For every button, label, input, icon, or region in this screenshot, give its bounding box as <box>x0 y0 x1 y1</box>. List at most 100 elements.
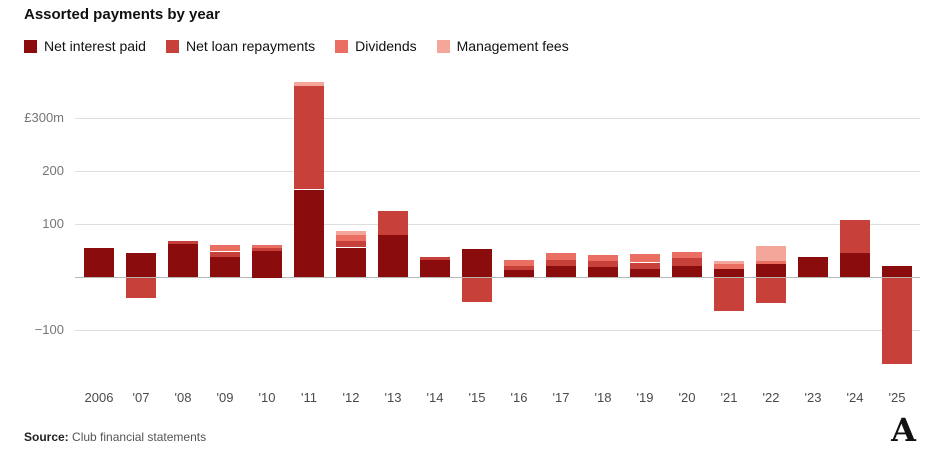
bar-segment <box>168 241 198 244</box>
bar-segment <box>420 260 450 277</box>
bar-segment <box>210 257 240 277</box>
chart-area: £300m 200 100 −100 2006 '07 '08 '09 '10 '11 '12 '13… <box>0 72 940 412</box>
source-note: Source: Club financial statements <box>24 430 206 444</box>
x-axis-label: '25 <box>888 390 906 405</box>
chart-title: Assorted payments by year <box>24 6 220 23</box>
bar-segment <box>336 241 366 247</box>
source-text: Club financial statements <box>72 430 207 444</box>
bar-segment <box>168 244 198 277</box>
x-axis-label: '10 <box>258 390 276 405</box>
bar-segment <box>252 248 282 251</box>
bar-segment <box>798 257 828 277</box>
bar-segment <box>462 278 492 302</box>
x-axis-label: '11 <box>301 390 317 405</box>
bar-segment <box>84 248 114 277</box>
legend-swatch <box>436 39 450 53</box>
bar-segment <box>336 235 366 241</box>
x-axis-label: '23 <box>804 390 822 405</box>
bar-segment <box>252 245 282 248</box>
bar-segment <box>630 254 660 262</box>
x-axis-label: '20 <box>678 390 696 405</box>
bar-segment <box>672 252 702 258</box>
bar-segment <box>126 278 156 298</box>
bar-segment <box>588 261 618 267</box>
x-axis-label: '07 <box>132 390 150 405</box>
bar-segment <box>840 220 870 253</box>
bar-segment <box>546 266 576 277</box>
bar-segment <box>840 253 870 277</box>
bar-segment <box>336 248 366 277</box>
bar-segment <box>294 86 324 189</box>
legend-item: Net loan repayments <box>165 38 316 54</box>
bar-segment <box>756 264 786 277</box>
y-axis-label: £300m <box>24 110 64 125</box>
legend-swatch <box>24 39 37 53</box>
legend: Net interest paid Net loan repayments Divi… <box>24 38 569 54</box>
bar-segment <box>630 269 660 277</box>
bar-segment <box>672 266 702 277</box>
bar-segment <box>504 266 534 270</box>
bar-segment <box>210 245 240 251</box>
x-axis-label: '12 <box>342 390 360 405</box>
legend-item: Dividends <box>335 38 417 54</box>
bar-segment <box>714 261 744 264</box>
legend-item: Management fees <box>436 38 569 54</box>
bar-segment <box>714 264 744 269</box>
bar-segment <box>504 270 534 277</box>
bar-segment <box>294 82 324 86</box>
bar-segment <box>714 278 744 311</box>
bar-segment <box>126 253 156 277</box>
bar-segment <box>210 252 240 257</box>
bar-segment <box>546 260 576 266</box>
bar-segment <box>378 235 408 277</box>
gridline <box>75 118 920 119</box>
gridline <box>75 171 920 172</box>
legend-swatch <box>335 39 349 53</box>
bar-segment <box>756 246 786 261</box>
source-label: Source: <box>24 430 69 444</box>
bar-segment <box>546 253 576 260</box>
bar-segment <box>672 258 702 266</box>
x-axis-label: '17 <box>552 390 570 405</box>
bar-segment <box>420 257 450 260</box>
x-axis-label: '09 <box>216 390 234 405</box>
x-axis-label: '16 <box>510 390 528 405</box>
bar-segment <box>588 267 618 277</box>
legend-label: Net interest paid <box>44 38 146 54</box>
legend-swatch <box>165 39 179 53</box>
x-axis-label: '13 <box>384 390 402 405</box>
x-axis-label: '19 <box>636 390 654 405</box>
bar-segment <box>252 251 282 278</box>
bar-segment <box>756 261 786 264</box>
bar-segment <box>294 190 324 277</box>
bar-segment <box>504 260 534 266</box>
bar-segment <box>882 278 912 364</box>
y-axis-label: 200 <box>42 163 64 178</box>
bar-segment <box>378 211 408 235</box>
bar-segment <box>882 266 912 277</box>
x-axis-label: 2006 <box>84 390 114 405</box>
bar-segment <box>630 263 660 269</box>
bar-segment <box>756 278 786 303</box>
axis-baseline <box>75 277 920 278</box>
x-axis-label: '08 <box>174 390 192 405</box>
x-axis-label: '21 <box>720 390 738 405</box>
legend-label: Net loan repayments <box>185 38 316 54</box>
bar-segment <box>336 231 366 235</box>
y-axis-label: 100 <box>42 216 64 231</box>
x-axis-label: '14 <box>426 390 444 405</box>
athletic-logo: A <box>891 411 916 449</box>
bar-segment <box>588 255 618 261</box>
x-axis-label: '15 <box>468 390 486 405</box>
legend-label: Dividends <box>355 38 417 54</box>
legend-label: Management fees <box>456 38 569 54</box>
x-axis-label: '18 <box>594 390 612 405</box>
y-axis-label: −100 <box>34 322 64 337</box>
legend-item: Net interest paid <box>24 38 146 54</box>
x-axis-label: '22 <box>762 390 780 405</box>
gridline <box>75 224 920 225</box>
gridline <box>75 330 920 331</box>
bar-segment <box>462 249 492 277</box>
x-axis-label: '24 <box>846 390 864 405</box>
